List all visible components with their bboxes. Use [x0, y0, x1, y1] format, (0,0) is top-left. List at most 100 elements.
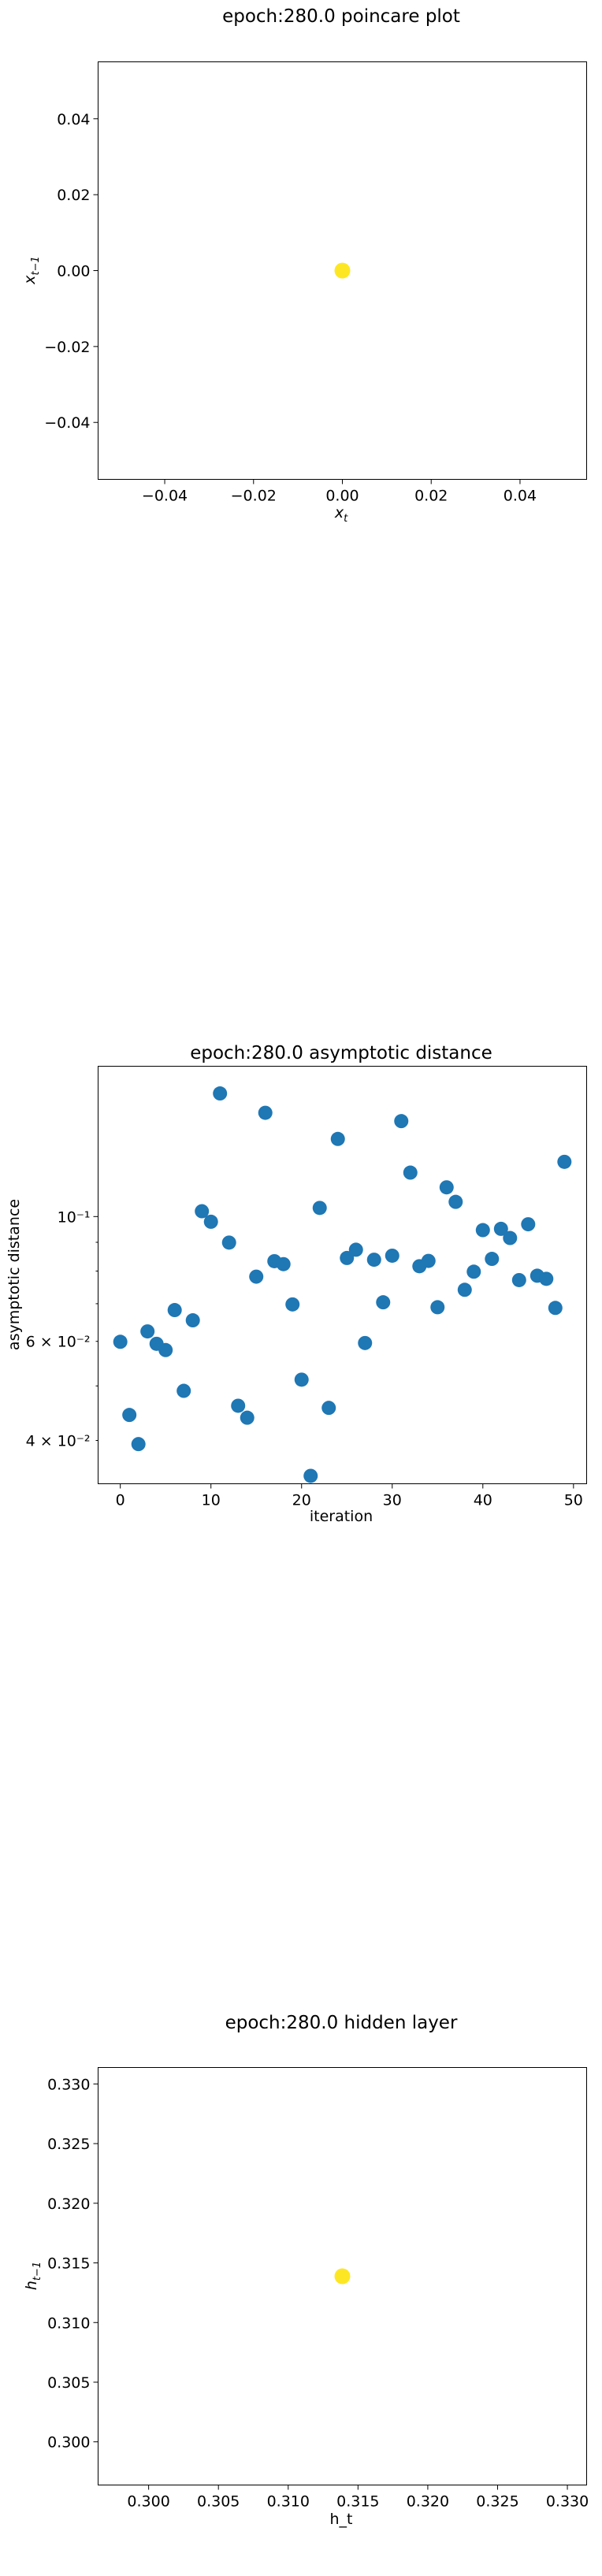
x-tick-label: 0.330 — [546, 2493, 589, 2511]
data-point — [403, 1165, 418, 1180]
data-point — [158, 1342, 173, 1357]
data-points — [113, 1086, 572, 1483]
data-point — [358, 1335, 373, 1350]
y-tick-label: 0.320 — [47, 2196, 90, 2213]
data-point — [366, 1253, 381, 1268]
x-tick-label: 0.00 — [325, 488, 359, 505]
data-point — [511, 1272, 526, 1287]
data-point — [493, 1221, 508, 1236]
y-tick-label: 4 × 10⁻² — [26, 1432, 91, 1449]
chart-title: epoch:280.0 poincare plot — [222, 6, 460, 27]
data-point — [475, 1223, 490, 1238]
data-point — [221, 1235, 236, 1250]
x-axis-label: h_t — [330, 2511, 353, 2528]
y-ticks: 10⁻¹ 6 × 10⁻² 4 × 10⁻² — [26, 1208, 98, 1449]
data-point — [303, 1468, 318, 1483]
data-point — [466, 1264, 481, 1279]
asymptotic-distance-chart: epoch:280.0 asymptotic distance 0 10 20 30 4… — [6, 1043, 587, 1525]
data-point — [430, 1300, 445, 1315]
x-tick-label: 0.310 — [267, 2493, 310, 2511]
x-tick-label: 0 — [116, 1492, 125, 1509]
data-point — [203, 1214, 218, 1229]
x-tick-label: −0.04 — [142, 488, 188, 505]
x-tick-label: 0.300 — [127, 2493, 169, 2511]
y-tick-label: 0.330 — [47, 2076, 90, 2093]
data-point — [240, 1410, 255, 1425]
x-ticks: 0 10 20 30 40 50 — [116, 1483, 583, 1509]
y-tick-label: 0.00 — [57, 263, 90, 280]
data-point — [185, 1313, 200, 1328]
data-point — [195, 1204, 210, 1219]
data-point — [539, 1271, 554, 1286]
y-tick-label: 6 × 10⁻² — [26, 1334, 91, 1351]
x-tick-label: 0.325 — [476, 2493, 518, 2511]
data-point — [330, 1131, 345, 1146]
x-tick-label: 0.04 — [504, 488, 537, 505]
y-axis-label: ht−1 — [23, 2262, 43, 2290]
x-axis-label: xt — [334, 504, 348, 525]
data-point — [140, 1324, 155, 1339]
chart-title: epoch:280.0 hidden layer — [225, 2013, 458, 2033]
x-tick-label: 40 — [474, 1492, 492, 1509]
data-point — [421, 1253, 436, 1268]
x-tick-label: 0.315 — [336, 2493, 379, 2511]
hidden-layer-chart: epoch:280.0 hidden layer 0.300 0.305 0.310… — [23, 2013, 589, 2528]
data-point — [294, 1372, 309, 1387]
x-tick-label: 10 — [202, 1492, 221, 1509]
y-tick-label: 10⁻¹ — [58, 1208, 91, 1226]
x-tick-label: 30 — [383, 1492, 402, 1509]
y-tick-label: 0.300 — [47, 2434, 90, 2452]
y-tick-label: 0.310 — [47, 2314, 90, 2332]
data-point — [249, 1269, 264, 1284]
plot-area — [98, 2067, 587, 2485]
y-tick-label: 0.305 — [47, 2374, 90, 2392]
data-point — [485, 1252, 500, 1267]
data-point — [394, 1114, 409, 1129]
x-tick-label: −0.02 — [231, 488, 277, 505]
data-point — [285, 1297, 300, 1312]
x-tick-label: 0.320 — [407, 2493, 449, 2511]
data-point — [177, 1383, 191, 1398]
data-point — [276, 1256, 291, 1271]
data-point — [348, 1242, 363, 1257]
data-point — [131, 1437, 146, 1452]
y-axis-label: xt−1 — [21, 256, 42, 285]
plot-area — [98, 1066, 587, 1484]
y-tick-label: 0.04 — [57, 111, 90, 128]
x-ticks: 0.300 0.305 0.310 0.315 0.320 0.325 0.330 — [127, 2485, 589, 2511]
data-point — [376, 1295, 391, 1310]
data-point — [503, 1230, 518, 1245]
data-point — [122, 1408, 137, 1423]
data-point — [334, 262, 351, 279]
y-tick-label: −0.04 — [44, 414, 90, 432]
data-point — [385, 1248, 399, 1263]
data-point — [334, 2268, 351, 2285]
data-points — [334, 2268, 351, 2285]
y-ticks: −0.04 −0.02 0.00 0.02 0.04 — [44, 111, 98, 432]
data-point — [548, 1301, 563, 1316]
data-point — [340, 1250, 355, 1265]
x-axis-label: iteration — [310, 1508, 373, 1525]
data-point — [321, 1401, 336, 1416]
data-point — [258, 1105, 273, 1120]
data-point — [439, 1180, 454, 1195]
y-tick-label: 0.02 — [57, 187, 90, 204]
data-point — [557, 1154, 572, 1169]
data-points — [334, 262, 351, 279]
x-tick-label: 0.305 — [197, 2493, 240, 2511]
x-tick-label: 20 — [292, 1492, 311, 1509]
data-point — [113, 1334, 128, 1349]
y-ticks: 0.300 0.305 0.310 0.315 0.320 0.325 0.330 — [47, 2076, 98, 2452]
data-point — [167, 1303, 182, 1318]
data-point — [231, 1398, 246, 1413]
data-point — [457, 1282, 472, 1297]
chart-title: epoch:280.0 asymptotic distance — [190, 1043, 492, 1063]
x-tick-label: 0.02 — [414, 488, 448, 505]
data-point — [448, 1194, 463, 1209]
y-tick-label: −0.02 — [44, 339, 90, 356]
y-tick-label: 0.315 — [47, 2255, 90, 2273]
data-point — [213, 1086, 228, 1101]
poincare-plot-chart: epoch:280.0 poincare plot −0.04 −0.02 0.00… — [21, 6, 587, 525]
y-tick-label: 0.325 — [47, 2136, 90, 2153]
data-point — [312, 1201, 327, 1216]
